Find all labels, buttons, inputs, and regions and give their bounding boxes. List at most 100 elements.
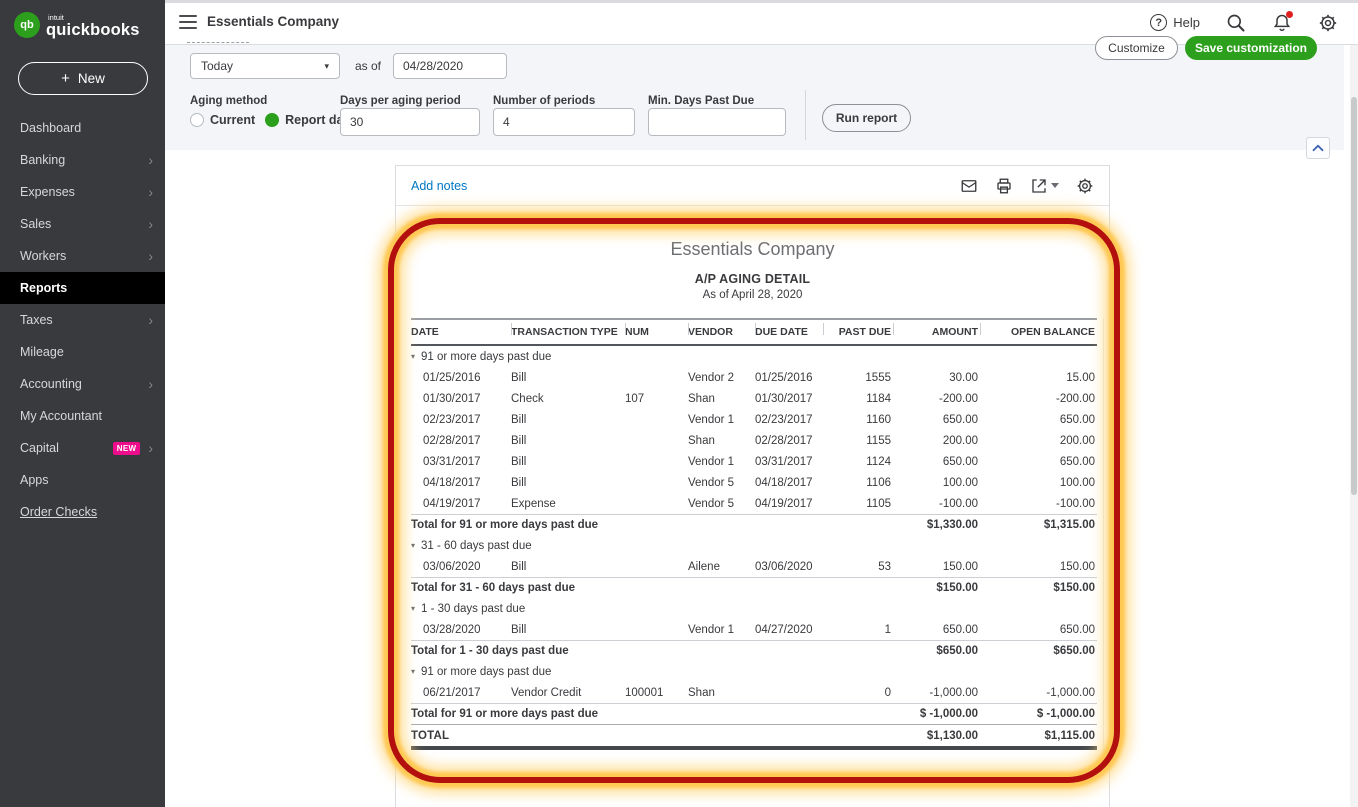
collapse-panel-button[interactable] — [1306, 137, 1330, 159]
report-row[interactable]: 03/06/2020BillAilene03/06/202053150.0015… — [411, 556, 1097, 577]
column-header-amount: AMOUNT — [893, 320, 980, 344]
sidebar-item-label: Expenses — [20, 185, 148, 199]
report-table-header: DATETRANSACTION TYPENUMVENDORDUE DATEPAS… — [411, 318, 1097, 346]
cell: 100001 — [625, 687, 688, 699]
number-of-periods-label: Number of periods — [493, 95, 595, 107]
sidebar-item-sales[interactable]: Sales› — [0, 208, 165, 240]
run-report-button[interactable]: Run report — [822, 104, 911, 132]
collapse-caret-icon[interactable]: ▾ — [411, 667, 415, 676]
report-settings-gear-icon[interactable] — [1076, 177, 1094, 195]
email-icon[interactable] — [960, 177, 978, 195]
report-header: Essentials Company A/P AGING DETAIL As o… — [396, 239, 1109, 301]
group-total-open-balance: $ -1,000.00 — [980, 708, 1097, 720]
notification-dot — [1286, 11, 1293, 18]
quickbooks-logo: qb intuit quickbooks — [0, 0, 165, 38]
report-period-select[interactable]: Today ▾ — [190, 53, 340, 79]
save-customization-button[interactable]: Save customization — [1185, 36, 1317, 60]
report-filterbar: Today ▾ as of Aging method Current Repor… — [165, 45, 1344, 150]
cell: 01/30/2017 — [755, 393, 823, 405]
group-header-row[interactable]: ▾31 - 60 days past due — [411, 535, 1097, 556]
cell: 03/28/2020 — [411, 624, 511, 636]
hamburger-menu-icon[interactable] — [179, 15, 197, 29]
notifications-bell-icon[interactable] — [1272, 13, 1292, 33]
sidebar-item-expenses[interactable]: Expenses› — [0, 176, 165, 208]
report-row[interactable]: 02/23/2017BillVendor 102/23/20171160650.… — [411, 409, 1097, 430]
cell: Bill — [511, 624, 625, 636]
report-row[interactable]: 01/25/2016BillVendor 201/25/2016155530.0… — [411, 367, 1097, 388]
group-total-label: Total for 31 - 60 days past due — [411, 582, 893, 594]
sidebar-item-my-accountant[interactable]: My Accountant — [0, 400, 165, 432]
sidebar-item-mileage[interactable]: Mileage — [0, 336, 165, 368]
sidebar-item-order-checks[interactable]: Order Checks — [0, 496, 165, 528]
collapse-caret-icon[interactable]: ▾ — [411, 541, 415, 550]
report-row[interactable]: 04/19/2017ExpenseVendor 504/19/20171105-… — [411, 493, 1097, 514]
cell: Bill — [511, 456, 625, 468]
cell: Bill — [511, 561, 625, 573]
column-header-date: DATE — [411, 320, 511, 344]
sidebar-item-taxes[interactable]: Taxes› — [0, 304, 165, 336]
cell: 150.00 — [893, 561, 980, 573]
sidebar-item-reports[interactable]: Reports — [0, 272, 165, 304]
report-row[interactable]: 04/18/2017BillVendor 504/18/20171106100.… — [411, 472, 1097, 493]
sidebar-item-accounting[interactable]: Accounting› — [0, 368, 165, 400]
column-header-open-balance: OPEN BALANCE — [980, 320, 1097, 344]
cell: Vendor 1 — [688, 456, 755, 468]
sidebar-item-label: Mileage — [20, 345, 153, 359]
cell: 04/18/2017 — [411, 477, 511, 489]
cell: 1106 — [823, 477, 893, 489]
cell: 100.00 — [980, 477, 1097, 489]
radio-current[interactable]: Current — [190, 113, 255, 127]
number-of-periods-input[interactable] — [493, 108, 635, 136]
cell: -200.00 — [893, 393, 980, 405]
cell: 1105 — [823, 498, 893, 510]
new-button[interactable]: +New — [18, 62, 148, 95]
cell: 30.00 — [893, 372, 980, 384]
search-icon[interactable] — [1226, 13, 1246, 33]
export-button[interactable] — [1030, 177, 1059, 195]
report-row[interactable]: 03/31/2017BillVendor 103/31/20171124650.… — [411, 451, 1097, 472]
report-row[interactable]: 01/30/2017Check107Shan01/30/20171184-200… — [411, 388, 1097, 409]
group-total-row: Total for 1 - 30 days past due$650.00$65… — [411, 640, 1097, 661]
min-days-past-due-input[interactable] — [648, 108, 786, 136]
collapse-caret-icon[interactable]: ▾ — [411, 352, 415, 361]
report-period-value: Today — [201, 59, 233, 73]
sidebar-item-dashboard[interactable]: Dashboard — [0, 112, 165, 144]
quickbooks-label: quickbooks — [46, 22, 140, 39]
cell: 06/21/2017 — [411, 687, 511, 699]
sidebar-item-label: Sales — [20, 217, 148, 231]
group-header-row[interactable]: ▾91 or more days past due — [411, 661, 1097, 682]
collapse-caret-icon[interactable]: ▾ — [411, 604, 415, 613]
report-row[interactable]: 02/28/2017BillShan02/28/20171155200.0020… — [411, 430, 1097, 451]
sidebar-item-workers[interactable]: Workers› — [0, 240, 165, 272]
cell: 650.00 — [980, 624, 1097, 636]
cell: Vendor 5 — [688, 477, 755, 489]
cell: 100.00 — [893, 477, 980, 489]
group-header-row[interactable]: ▾1 - 30 days past due — [411, 598, 1097, 619]
print-icon[interactable] — [995, 177, 1013, 195]
as-of-date-input[interactable] — [393, 53, 507, 79]
customize-button[interactable]: Customize — [1095, 36, 1178, 60]
cell: 650.00 — [980, 456, 1097, 468]
sidebar-item-apps[interactable]: Apps — [0, 464, 165, 496]
cell: 200.00 — [893, 435, 980, 447]
aging-method-label: Aging method — [190, 95, 267, 107]
sidebar-item-banking[interactable]: Banking› — [0, 144, 165, 176]
group-header-row[interactable]: ▾91 or more days past due — [411, 346, 1097, 367]
cell: 04/18/2017 — [755, 477, 823, 489]
cell: 03/06/2020 — [411, 561, 511, 573]
group-total-row: Total for 31 - 60 days past due$150.00$1… — [411, 577, 1097, 598]
add-notes-link[interactable]: Add notes — [411, 179, 467, 193]
chevron-right-icon: › — [148, 152, 153, 168]
group-total-row: Total for 91 or more days past due$1,330… — [411, 514, 1097, 535]
column-header-due-date: DUE DATE — [755, 320, 823, 344]
settings-gear-icon[interactable] — [1318, 13, 1338, 33]
sidebar-item-capital[interactable]: CapitalNEW› — [0, 432, 165, 464]
column-header-vendor: VENDOR — [688, 320, 755, 344]
help-button[interactable]: ? Help — [1150, 14, 1200, 31]
days-per-period-input[interactable] — [340, 108, 480, 136]
report-row[interactable]: 06/21/2017Vendor Credit100001Shan0-1,000… — [411, 682, 1097, 703]
cell: 01/30/2017 — [411, 393, 511, 405]
report-row[interactable]: 03/28/2020BillVendor 104/27/20201650.006… — [411, 619, 1097, 640]
cell: 1160 — [823, 414, 893, 426]
page-scrollbar-thumb[interactable] — [1351, 97, 1357, 495]
